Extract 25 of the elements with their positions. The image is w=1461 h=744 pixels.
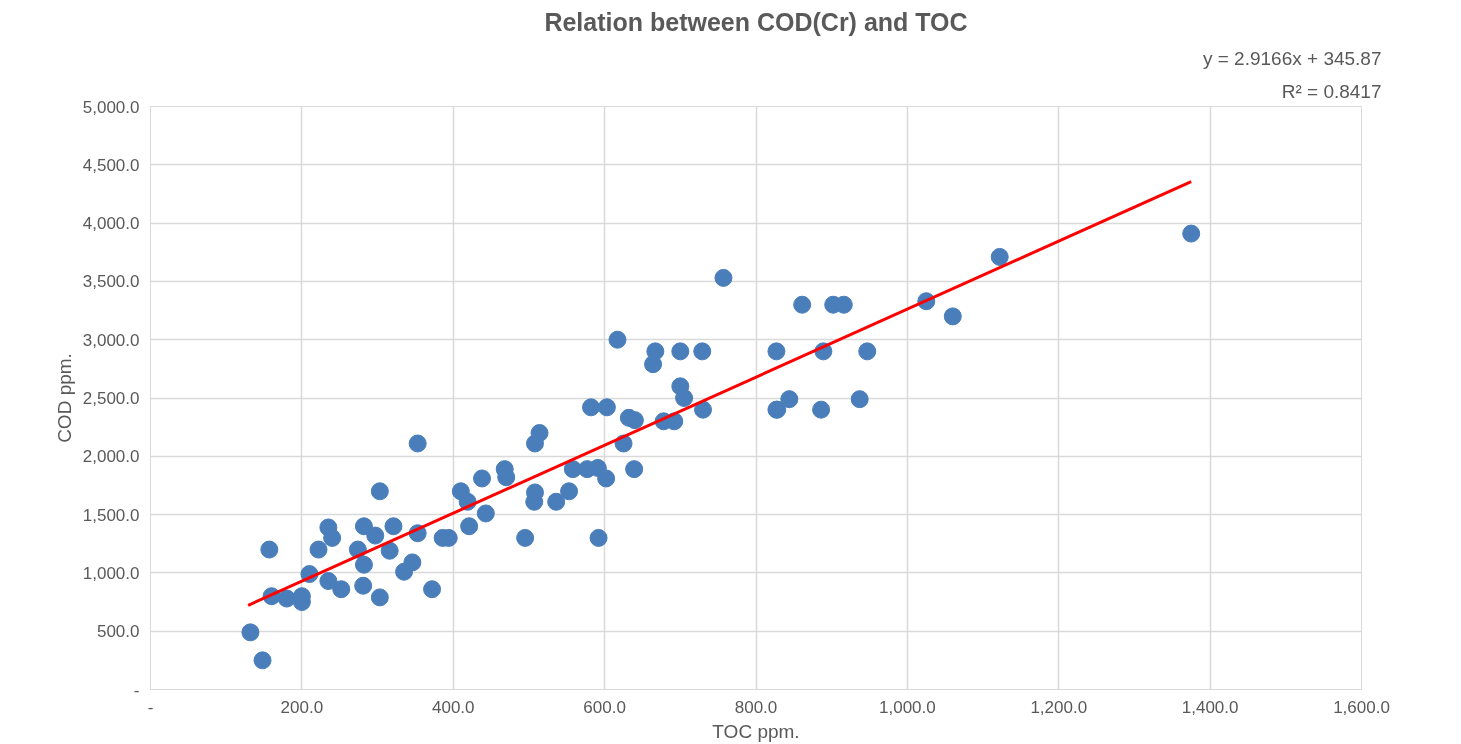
y-tick-label: 4,000.0	[82, 214, 140, 234]
x-tick-label: 200.0	[280, 697, 324, 717]
x-tick-label: 800.0	[734, 697, 778, 717]
y-axis-title: COD ppm.	[53, 353, 75, 443]
text: y = 2.9166x + 345.87	[1202, 47, 1382, 69]
y-tick-label: -	[133, 680, 140, 700]
x-tick-label: -	[147, 697, 154, 717]
chart-title: Relation between COD(Cr) and TOC	[544, 7, 968, 36]
y-tick-label: 1,000.0	[82, 563, 140, 583]
y-tick-label: 500.0	[96, 622, 140, 642]
y-tick-label: 4,500.0	[82, 155, 140, 175]
y-tick-label: 2,500.0	[82, 389, 140, 408]
text: R² = 0.8417	[1281, 80, 1382, 102]
y-tick-label: 3,000.0	[82, 330, 140, 350]
x-tick-label: 1,000.0	[879, 697, 936, 717]
x-axis-title: TOC ppm.	[712, 720, 800, 742]
y-tick-label: 2,000.0	[82, 447, 140, 467]
y-tick-label: 5,000.0	[82, 97, 140, 117]
x-tick-label: 1,400.0	[1181, 697, 1239, 717]
x-tick-label: 1,600.0	[1333, 697, 1390, 717]
y-tick-label: 3,500.0	[82, 272, 140, 292]
x-tick-label: 1,200.0	[1030, 697, 1088, 717]
y-tick-label: 1,500.0	[82, 505, 140, 525]
x-tick-label: 400.0	[431, 697, 475, 717]
x-tick-label: 600.0	[583, 697, 626, 717]
